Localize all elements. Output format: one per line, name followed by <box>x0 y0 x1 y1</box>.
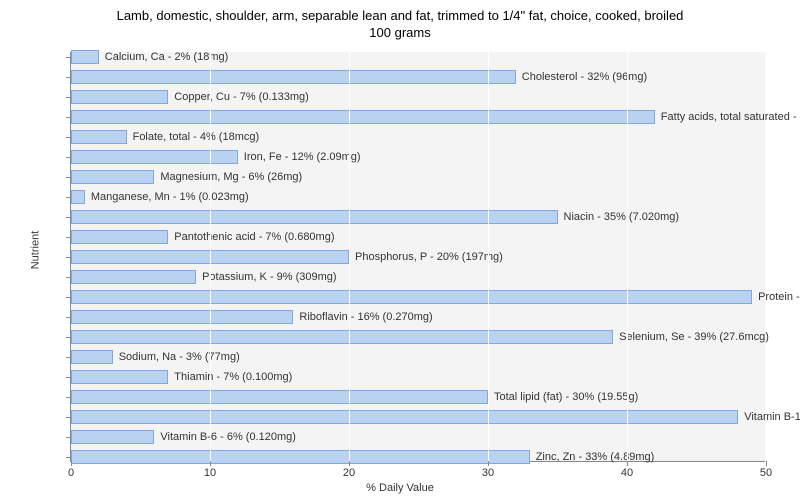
bar-label: Magnesium, Mg - 6% (26mg) <box>160 171 302 183</box>
bar-label: Pantothenic acid - 7% (0.680mg) <box>174 231 334 243</box>
nutrient-bar <box>71 170 154 184</box>
bar-label: Sodium, Na - 3% (77mg) <box>119 351 240 363</box>
y-tick-mark <box>66 297 71 298</box>
y-tick-mark <box>66 437 71 438</box>
gridline <box>349 52 350 461</box>
x-tick-label: 20 <box>343 467 355 479</box>
y-tick-mark <box>66 177 71 178</box>
bar-label: Copper, Cu - 7% (0.133mg) <box>174 91 309 103</box>
plot-area: Calcium, Ca - 2% (18mg)Cholesterol - 32%… <box>70 52 765 462</box>
nutrient-bar <box>71 190 85 204</box>
gridline <box>488 52 489 461</box>
nutrient-bar <box>71 130 127 144</box>
y-tick-mark <box>66 97 71 98</box>
nutrient-bar <box>71 210 558 224</box>
nutrient-bar <box>71 450 530 464</box>
x-tick-label: 10 <box>204 467 216 479</box>
x-axis-label: % Daily Value <box>366 482 434 494</box>
title-line-1: Lamb, domestic, shoulder, arm, separable… <box>0 8 800 25</box>
y-tick-mark <box>66 237 71 238</box>
y-tick-mark <box>66 357 71 358</box>
y-tick-mark <box>66 137 71 138</box>
bar-label: Phosphorus, P - 20% (197mg) <box>355 251 503 263</box>
y-axis-label: Nutrient <box>29 231 41 270</box>
gridline <box>627 52 628 461</box>
nutrient-bar <box>71 270 196 284</box>
bar-label: Riboflavin - 16% (0.270mg) <box>299 311 432 323</box>
y-tick-mark <box>66 397 71 398</box>
nutrient-bar <box>71 70 516 84</box>
chart-title: Lamb, domestic, shoulder, arm, separable… <box>0 8 800 42</box>
y-tick-mark <box>66 257 71 258</box>
bar-label: Cholesterol - 32% (96mg) <box>522 71 647 83</box>
nutrient-bar <box>71 430 154 444</box>
x-tick-mark <box>349 461 350 466</box>
nutrient-bar <box>71 370 168 384</box>
bar-label: Selenium, Se - 39% (27.6mcg) <box>619 331 769 343</box>
y-tick-mark <box>66 77 71 78</box>
y-tick-mark <box>66 57 71 58</box>
nutrient-bar <box>71 150 238 164</box>
chart-container: Lamb, domestic, shoulder, arm, separable… <box>0 0 800 500</box>
bar-label: Zinc, Zn - 33% (4.89mg) <box>536 451 655 463</box>
y-tick-mark <box>66 417 71 418</box>
nutrient-bar <box>71 90 168 104</box>
nutrient-bar <box>71 290 752 304</box>
y-tick-mark <box>66 217 71 218</box>
nutrient-bar <box>71 390 488 404</box>
nutrient-bar <box>71 110 655 124</box>
nutrient-bar <box>71 310 293 324</box>
x-tick-label: 0 <box>68 467 74 479</box>
y-tick-mark <box>66 117 71 118</box>
y-tick-mark <box>66 457 71 458</box>
x-tick-label: 40 <box>621 467 633 479</box>
y-tick-mark <box>66 277 71 278</box>
x-tick-label: 30 <box>482 467 494 479</box>
x-tick-mark <box>766 461 767 466</box>
y-tick-mark <box>66 197 71 198</box>
x-tick-mark <box>488 461 489 466</box>
y-tick-mark <box>66 317 71 318</box>
title-line-2: 100 grams <box>0 25 800 42</box>
x-tick-mark <box>71 461 72 466</box>
nutrient-bar <box>71 410 738 424</box>
bar-label: Vitamin B-12 - 48% (2.86mcg) <box>744 411 800 423</box>
y-tick-mark <box>66 157 71 158</box>
bar-label: Protein - 49% (24.44g) <box>758 291 800 303</box>
nutrient-bar <box>71 230 168 244</box>
y-tick-mark <box>66 337 71 338</box>
x-tick-label: 50 <box>760 467 772 479</box>
bar-label: Vitamin B-6 - 6% (0.120mg) <box>160 431 296 443</box>
bar-label: Folate, total - 4% (18mcg) <box>133 131 260 143</box>
bar-label: Thiamin - 7% (0.100mg) <box>174 371 292 383</box>
gridline <box>210 52 211 461</box>
bars-group: Calcium, Ca - 2% (18mg)Cholesterol - 32%… <box>71 52 765 461</box>
bar-label: Iron, Fe - 12% (2.09mg) <box>244 151 361 163</box>
y-tick-mark <box>66 377 71 378</box>
bar-label: Total lipid (fat) - 30% (19.55g) <box>494 391 638 403</box>
nutrient-bar <box>71 330 613 344</box>
x-tick-mark <box>627 461 628 466</box>
nutrient-bar <box>71 50 99 64</box>
bar-label: Fatty acids, total saturated - 42% (8.37… <box>661 111 800 123</box>
bar-label: Manganese, Mn - 1% (0.023mg) <box>91 191 249 203</box>
bar-label: Niacin - 35% (7.020mg) <box>564 211 680 223</box>
x-tick-mark <box>210 461 211 466</box>
nutrient-bar <box>71 350 113 364</box>
bar-label: Potassium, K - 9% (309mg) <box>202 271 337 283</box>
